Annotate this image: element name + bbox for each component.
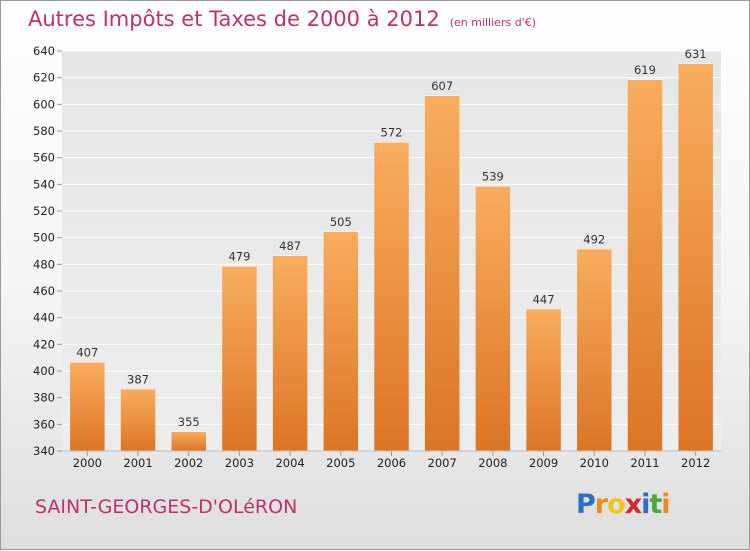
value-label-2011: 619 [634, 63, 656, 77]
value-label-2007: 607 [431, 79, 453, 93]
y-tick-label-620: 620 [33, 71, 55, 85]
logo-letter-3: x [624, 489, 642, 520]
y-axis-ticks: 340 360 380 400 420 440 460 480 500 520 540 560 580 6… [33, 44, 62, 458]
logo-letter-1: r [594, 489, 608, 520]
x-axis-ticks: 2000 2001 2002 2003 2004 2005 2006 2007 2008 2009… [73, 451, 710, 470]
y-tick-label-640: 640 [33, 44, 55, 58]
x-tick-label-2009: 2009 [529, 456, 558, 470]
bars [70, 63, 713, 451]
x-tick-label-2004: 2004 [275, 456, 304, 470]
y-tick-label-340: 340 [33, 444, 55, 458]
x-tick-label-2008: 2008 [478, 456, 507, 470]
x-tick-label-2006: 2006 [377, 456, 406, 470]
y-tick-label-540: 540 [33, 177, 55, 191]
y-tick-label-460: 460 [33, 284, 55, 298]
y-tick-label-400: 400 [33, 364, 55, 378]
x-tick-label-2005: 2005 [326, 456, 355, 470]
y-tick-label-580: 580 [33, 124, 55, 138]
value-label-2002: 355 [178, 415, 200, 429]
logo-letter-4: i [641, 489, 650, 520]
logo-letter-0: P [576, 489, 596, 520]
chart-title-text: Autres Impôts et Taxes de 2000 à 2012 [28, 7, 440, 31]
logo-letter-6: i [661, 489, 670, 520]
value-label-2001: 387 [127, 372, 149, 386]
bar-2008 [475, 185, 511, 451]
bar-2002 [171, 431, 206, 451]
bar-2007 [424, 95, 460, 451]
bar-2010 [577, 248, 612, 451]
bar-2003 [222, 265, 257, 451]
y-tick-label-420: 420 [33, 337, 55, 351]
logo-letter-2: o [607, 489, 626, 520]
bar-2012 [678, 63, 713, 451]
value-label-2008: 539 [482, 170, 504, 184]
bar-2005 [323, 231, 359, 451]
x-tick-label-2002: 2002 [174, 456, 203, 470]
value-label-2009: 447 [533, 292, 555, 306]
x-tick-label-2000: 2000 [73, 456, 102, 470]
bar-2009 [526, 308, 561, 451]
y-tick-label-520: 520 [33, 204, 55, 218]
value-label-2000: 407 [76, 346, 98, 360]
bar-2006 [374, 141, 409, 451]
y-tick-label-360: 360 [33, 417, 55, 431]
value-label-2005: 505 [330, 215, 352, 229]
y-tick-label-480: 480 [33, 257, 55, 271]
value-label-2012: 631 [685, 47, 707, 61]
x-tick-label-2007: 2007 [428, 456, 457, 470]
y-tick-label-600: 600 [33, 97, 55, 111]
value-labels: 407 387 355 479 487 505 572 607 539 447 492 619 631 [76, 47, 706, 429]
y-tick-label-440: 440 [33, 311, 55, 325]
chart-title: Autres Impôts et Taxes de 2000 à 2012 (en… [28, 7, 536, 31]
value-label-2003: 479 [228, 250, 250, 264]
value-label-2004: 487 [279, 239, 301, 253]
x-tick-label-2012: 2012 [681, 456, 710, 470]
y-tick-label-500: 500 [33, 231, 55, 245]
value-label-2010: 492 [583, 232, 605, 246]
bar-2011 [627, 79, 663, 451]
y-tick-label-560: 560 [33, 151, 55, 165]
x-tick-label-2003: 2003 [225, 456, 254, 470]
x-tick-label-2010: 2010 [580, 456, 609, 470]
chart-unit: (en milliers d'€) [449, 16, 536, 29]
town-name: SAINT-GEORGES-D'OLéRON [35, 496, 298, 518]
y-tick-label-380: 380 [33, 391, 55, 405]
logo-letter-5: t [649, 489, 662, 520]
proxiti-logo: Proxiti [576, 489, 671, 520]
bar-2001 [120, 388, 156, 451]
value-label-2006: 572 [381, 126, 403, 140]
bar-2004 [272, 255, 308, 451]
x-tick-label-2011: 2011 [630, 456, 659, 470]
bar-2000 [70, 361, 105, 451]
x-tick-label-2001: 2001 [123, 456, 152, 470]
